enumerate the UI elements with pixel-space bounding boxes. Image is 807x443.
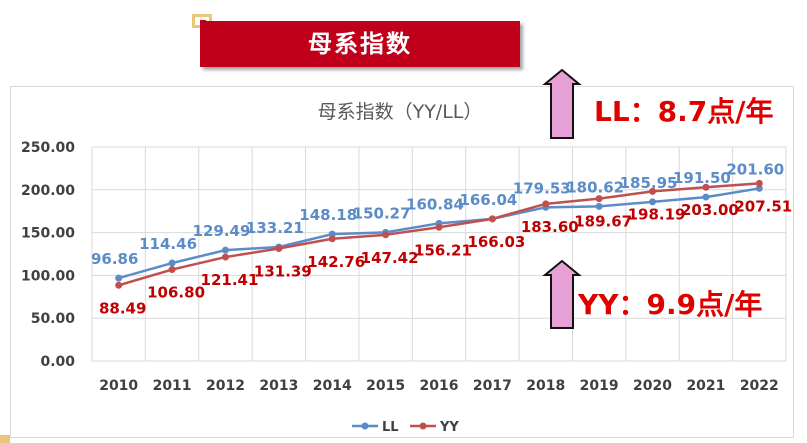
x-tick-label: 2022 xyxy=(740,378,779,394)
data-label-yy: 131.39 xyxy=(254,263,312,281)
yy-up-arrow-icon xyxy=(542,259,582,329)
data-label-ll: 114.46 xyxy=(139,235,197,253)
data-point-ll xyxy=(595,202,603,210)
corner-decoration xyxy=(0,435,10,443)
data-label-yy: 156.21 xyxy=(414,241,472,259)
x-tick-label: 2017 xyxy=(473,378,512,394)
data-point-yy xyxy=(488,215,496,223)
y-tick-label: 250.00 xyxy=(21,140,75,156)
data-point-ll xyxy=(115,274,123,282)
yy-growth-note: YY：9.9点/年 xyxy=(578,288,763,321)
data-point-yy xyxy=(115,281,123,289)
x-tick-label: 2018 xyxy=(526,378,565,394)
data-label-yy: 142.76 xyxy=(307,253,365,271)
x-tick-label: 2020 xyxy=(633,378,672,394)
y-tick-label: 100.00 xyxy=(21,268,75,284)
data-label-ll: 179.53 xyxy=(513,179,571,197)
data-label-yy: 106.80 xyxy=(147,284,205,302)
data-label-ll: 185.95 xyxy=(620,174,678,192)
y-tick-label: 0.00 xyxy=(40,354,75,370)
data-point-yy xyxy=(542,200,550,208)
data-label-yy: 121.41 xyxy=(201,271,259,289)
x-tick-label: 2019 xyxy=(580,378,619,394)
x-tick-label: 2013 xyxy=(259,378,298,394)
legend-marker-yy xyxy=(419,422,427,430)
data-label-yy: 189.67 xyxy=(574,213,632,231)
x-tick-label: 2012 xyxy=(206,378,245,394)
data-point-yy xyxy=(649,187,657,195)
data-point-ll xyxy=(168,259,176,267)
page-title-banner: 母系指数 xyxy=(200,21,520,67)
data-point-yy xyxy=(702,183,710,191)
legend-label-ll: LL xyxy=(382,420,399,435)
data-label-yy: 88.49 xyxy=(99,299,146,317)
x-tick-label: 2011 xyxy=(153,378,192,394)
data-point-ll xyxy=(702,193,710,201)
data-label-yy: 207.51 xyxy=(734,197,792,215)
data-point-yy xyxy=(435,223,443,231)
data-point-ll xyxy=(221,246,229,254)
data-point-ll xyxy=(755,184,763,192)
chart-card xyxy=(10,86,794,438)
x-tick-label: 2015 xyxy=(366,378,405,394)
data-label-yy: 203.00 xyxy=(681,201,739,219)
data-label-yy: 183.60 xyxy=(521,218,579,236)
data-point-yy xyxy=(168,266,176,274)
data-point-yy xyxy=(382,231,390,239)
x-tick-label: 2014 xyxy=(313,378,352,394)
data-label-ll: 148.18 xyxy=(299,206,357,224)
data-label-ll: 166.04 xyxy=(459,191,517,209)
data-label-ll: 180.62 xyxy=(566,178,624,196)
data-label-ll: 129.49 xyxy=(193,222,251,240)
data-label-ll: 96.86 xyxy=(91,250,138,268)
data-label-ll: 160.84 xyxy=(406,195,464,213)
data-point-yy xyxy=(595,195,603,203)
data-label-ll: 191.50 xyxy=(673,169,731,187)
data-label-yy: 198.19 xyxy=(628,205,686,223)
y-tick-label: 150.00 xyxy=(21,226,75,242)
data-point-yy xyxy=(221,253,229,261)
x-tick-label: 2016 xyxy=(420,378,459,394)
ll-up-arrow-icon xyxy=(542,68,582,139)
x-tick-label: 2021 xyxy=(686,378,725,394)
data-label-ll: 133.21 xyxy=(246,219,304,237)
y-tick-label: 50.00 xyxy=(31,311,76,327)
ll-growth-note: LL：8.7点/年 xyxy=(594,95,774,128)
chart-title: 母系指数（YY/LL） xyxy=(318,101,483,123)
legend-label-yy: YY xyxy=(439,420,459,435)
data-point-yy xyxy=(755,179,763,187)
y-tick-label: 200.00 xyxy=(21,183,75,199)
data-label-yy: 147.42 xyxy=(361,249,419,267)
data-label-ll: 150.27 xyxy=(353,204,411,222)
x-tick-label: 2010 xyxy=(99,378,138,394)
data-label-yy: 166.03 xyxy=(467,233,525,251)
data-label-ll: 201.60 xyxy=(726,160,784,178)
data-point-ll xyxy=(649,198,657,206)
data-point-yy xyxy=(275,245,283,253)
legend-marker-ll xyxy=(361,422,369,430)
data-point-yy xyxy=(328,235,336,243)
